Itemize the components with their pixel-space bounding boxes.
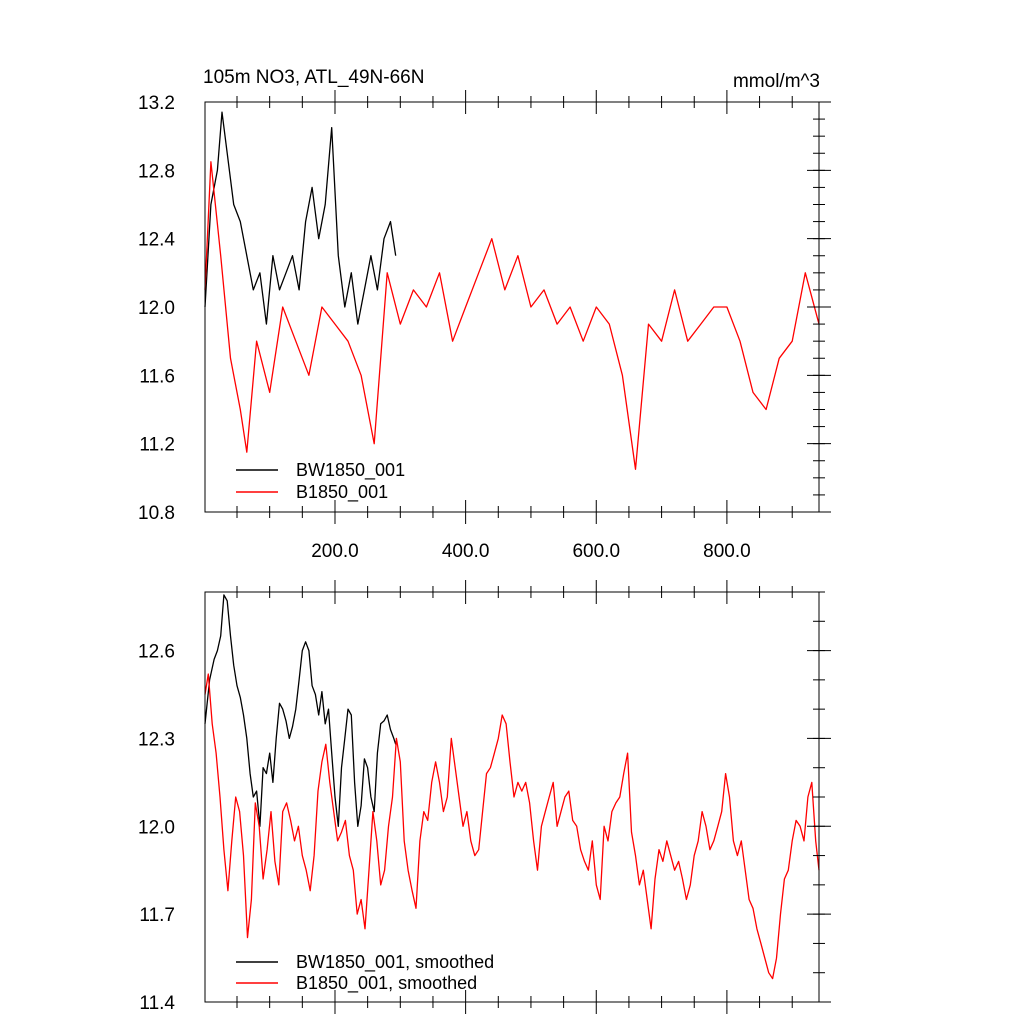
units-label: mmol/m^3 (733, 71, 820, 92)
legend-label-bw1850-smoothed: BW1850_001, smoothed (296, 952, 494, 973)
y-tick-label: 12.0 (138, 817, 175, 838)
y-tick-label: 12.8 (138, 161, 175, 182)
y-tick-label: 12.0 (138, 298, 175, 319)
bottom-plot-frame (204, 591, 820, 1003)
series-line-b1850-001-smoothed (204, 673, 820, 980)
top-series-group (204, 111, 820, 470)
top-legend: BW1850_001 B1850_001 (236, 460, 405, 503)
x-tick-label: 600.0 (572, 541, 620, 562)
legend-label-b1850: B1850_001 (296, 482, 388, 503)
y-tick-label: 12.4 (138, 230, 175, 251)
y-tick-label: 11.2 (139, 435, 175, 456)
x-tick-label: 200.0 (311, 541, 359, 562)
bottom-panel: 11.4 11.7 12.0 12.3 12.6 BW1850_001, smoothe… (138, 580, 831, 1014)
series-line-bw1850-001 (204, 111, 397, 325)
legend-label-bw1850: BW1850_001 (296, 460, 405, 481)
series-line-bw1850-001-smoothed (204, 594, 397, 827)
y-tick-label: 11.4 (139, 993, 175, 1014)
bottom-series-group (204, 594, 820, 980)
y-tick-label: 12.3 (138, 729, 175, 750)
bottom-legend: BW1850_001, smoothed B1850_001, smoothed (236, 952, 494, 994)
x-tick-label: 400.0 (442, 541, 490, 562)
y-tick-label: 13.2 (138, 93, 175, 114)
bottom-axes: 11.4 11.7 12.0 12.3 12.6 (138, 580, 831, 1014)
y-tick-label: 10.8 (138, 503, 175, 524)
top-axes: 10.8 11.2 11.6 12.0 12.4 12.8 13.2 200.0 400.0 60… (138, 90, 831, 562)
chart-title: 105m NO3, ATL_49N-66N (203, 67, 424, 88)
series-line-b1850-001 (204, 161, 820, 470)
x-tick-label: 800.0 (703, 541, 751, 562)
y-tick-label: 12.6 (138, 642, 175, 663)
y-tick-label: 11.6 (139, 366, 175, 387)
y-tick-label: 11.7 (139, 905, 175, 926)
legend-label-b1850-smoothed: B1850_001, smoothed (296, 973, 477, 994)
top-panel: 105m NO3, ATL_49N-66N mmol/m^3 10.811.21… (138, 67, 831, 562)
